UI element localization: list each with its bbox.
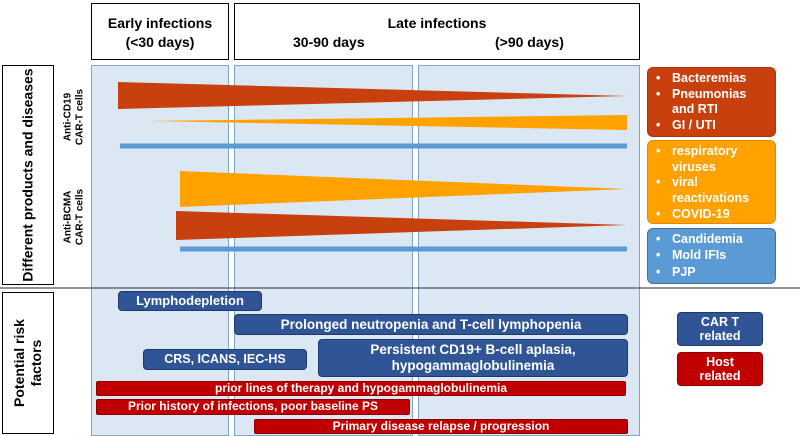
legend-car-t-related: CAR T related bbox=[677, 312, 763, 346]
legend-item-viral-reactivations: viral reactivations bbox=[654, 175, 769, 206]
legend-item-respiratory-viruses: respiratory viruses bbox=[654, 144, 769, 175]
bcma-bacterial-wedge bbox=[176, 211, 627, 240]
risk-prior-history: Prior history of infections, poor baseli… bbox=[96, 399, 410, 415]
header-early-infections: Early infections (<30 days) bbox=[91, 3, 229, 60]
legend-host-line2: related bbox=[699, 369, 741, 383]
cd19-bacterial-wedge bbox=[118, 82, 627, 109]
header-late-title: Late infections bbox=[387, 15, 487, 31]
legend-item-pneumonias: Pneumonias and RTI bbox=[654, 87, 769, 118]
legend-host-line1: Host bbox=[706, 354, 734, 369]
risk-b-cell-aplasia: Persistent CD19+ B-cell aplasia, hypogam… bbox=[318, 339, 628, 377]
legend-item-bacteremias: Bacteremias bbox=[654, 71, 769, 87]
legend-viral-infections: respiratory viruses viral reactivations … bbox=[647, 140, 776, 224]
risk-prolonged-neutropenia: Prolonged neutropenia and T-cell lymphop… bbox=[234, 314, 628, 335]
header-late-sub-30-90: 30-90 days bbox=[293, 34, 365, 50]
side-label-risk-box: Potential risk factors bbox=[2, 292, 54, 434]
legend-fungal-infections: Candidemia Mold IFIs PJP bbox=[647, 228, 776, 284]
header-early-title: Early infections bbox=[107, 15, 213, 31]
side-label-products-box: Different products and diseases bbox=[2, 65, 54, 285]
legend-car-t-line2: related bbox=[699, 329, 741, 343]
bcma-viral-wedge bbox=[180, 171, 627, 207]
legend-bacterial-infections: Bacteremias Pneumonias and RTI GI / UTI bbox=[647, 67, 776, 137]
header-late-sub-90: (>90 days) bbox=[495, 34, 564, 50]
legend-car-t-line1: CAR T bbox=[700, 314, 740, 329]
legend-item-pjp: PJP bbox=[654, 264, 769, 281]
header-late-infections: Late infections 30-90 days (>90 days) bbox=[234, 3, 640, 60]
cd19-viral-wedge bbox=[148, 115, 627, 130]
legend-item-mold-ifis: Mold IFIs bbox=[654, 247, 769, 264]
legend-host-related: Host related bbox=[677, 352, 763, 386]
risk-crs-icans: CRS, ICANS, IEC-HS bbox=[143, 349, 307, 370]
risk-lymphodepletion: Lymphodepletion bbox=[118, 291, 262, 311]
header-early-subtitle: (<30 days) bbox=[125, 33, 195, 50]
legend-item-candidemia: Candidemia bbox=[654, 231, 769, 248]
risk-prior-lines: prior lines of therapy and hypogammaglob… bbox=[96, 381, 626, 396]
legend-item-covid: COVID-19 bbox=[654, 207, 769, 223]
risk-aplasia-line1: Persistent CD19+ B-cell aplasia, bbox=[370, 342, 576, 358]
risk-relapse-progression: Primary disease relapse / progression bbox=[254, 419, 628, 434]
legend-item-gi-uti: GI / UTI bbox=[654, 118, 769, 134]
risk-aplasia-line2: hypogammaglobulinemia bbox=[391, 358, 555, 373]
